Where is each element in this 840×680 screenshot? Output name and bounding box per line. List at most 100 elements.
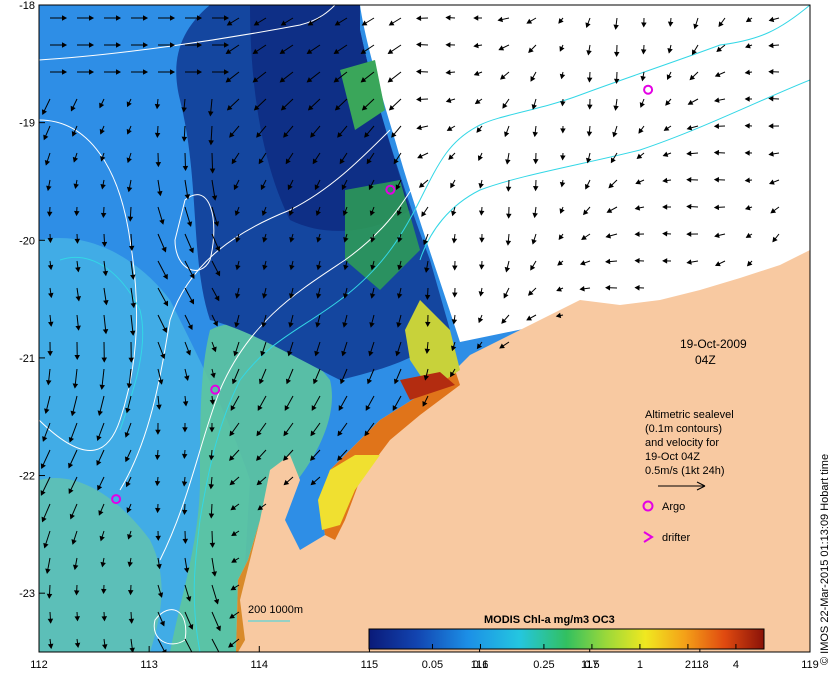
velocity-arrowhead: [214, 295, 220, 302]
velocity-arrowhead: [768, 95, 774, 102]
velocity-arrowhead: [451, 238, 458, 244]
velocity-arrowhead: [185, 596, 192, 602]
velocity-arrowhead: [47, 351, 53, 357]
velocity-arrowhead: [479, 237, 485, 243]
velocity-arrowhead: [182, 165, 189, 172]
velocity-arrowhead: [768, 42, 774, 49]
lon-tick-label: 115: [361, 659, 379, 671]
lat-tick-label: -18: [19, 0, 35, 12]
velocity-arrowhead: [772, 236, 778, 243]
legend-line: Altimetric sealevel: [645, 409, 734, 421]
velocity-arrowhead: [159, 620, 165, 627]
velocity-arrowhead: [181, 453, 188, 460]
velocity-arrowhead: [745, 16, 752, 23]
velocity-arrowhead: [99, 535, 105, 542]
argo-float-marker: [385, 184, 396, 195]
velocity-arrowhead: [41, 109, 47, 116]
velocity-arrowhead: [605, 285, 611, 291]
colorbar-tick-label: 0.25: [533, 659, 554, 671]
velocity-arrowhead: [68, 462, 74, 469]
velocity-arrowhead: [478, 210, 485, 216]
velocity-arrowhead: [713, 176, 720, 183]
velocity-arrowhead: [184, 375, 190, 381]
velocity-arrowhead: [476, 127, 482, 133]
velocity-arrowhead: [396, 210, 402, 217]
velocity-arrowhead: [154, 103, 161, 110]
velocity-arrowhead: [226, 105, 233, 111]
velocity-arrowhead: [424, 348, 431, 354]
velocity-arrowhead: [252, 77, 259, 83]
velocity-arrowhead: [215, 245, 221, 252]
velocity-arrowhead: [185, 349, 191, 356]
velocity-arrowhead: [312, 158, 318, 165]
velocity-arrowhead: [223, 42, 230, 48]
velocity-arrowhead: [395, 350, 401, 357]
velocity-arrowhead: [196, 42, 203, 48]
velocity-arrowhead: [311, 405, 317, 411]
velocity-arrowhead: [126, 101, 132, 108]
velocity-arrowhead: [124, 431, 130, 438]
velocity-arrowhead: [716, 46, 722, 52]
velocity-arrowhead: [422, 239, 429, 246]
velocity-arrowhead: [100, 561, 106, 568]
velocity-arrowhead: [662, 204, 668, 210]
velocity-arrowhead: [261, 322, 267, 328]
velocity-arrowhead: [342, 322, 348, 328]
exmouth-green-patch: [405, 300, 460, 390]
velocity-arrowhead: [115, 42, 122, 48]
velocity-arrowhead: [156, 404, 162, 410]
lat-tick-label: -22: [19, 471, 35, 483]
velocity-arrowhead: [125, 407, 131, 414]
velocity-arrowhead: [666, 74, 672, 80]
velocity-arrowhead: [505, 186, 512, 192]
velocity-arrowhead: [187, 324, 193, 331]
velocity-arrowhead: [581, 234, 587, 240]
velocity-arrowhead: [44, 159, 51, 166]
argo-float-marker: [111, 494, 122, 505]
velocity-arrowhead: [229, 613, 235, 619]
lat-tick-label: -19: [19, 118, 35, 130]
velocity-arrowhead: [634, 258, 640, 264]
velocity-arrowhead: [713, 123, 719, 129]
velocity-arrowhead: [532, 131, 538, 138]
velocity-arrowhead: [126, 507, 132, 514]
velocity-arrowhead: [208, 140, 214, 146]
velocity-arrowhead: [234, 293, 241, 299]
lon-tick-label: 114: [251, 659, 269, 671]
velocity-arrowhead: [531, 239, 537, 245]
velocity-arrowhead: [154, 454, 161, 461]
velocity-arrowhead: [314, 184, 320, 191]
velocity-arrowhead: [451, 210, 457, 217]
velocity-arrowhead: [74, 616, 81, 622]
velocity-arrowhead: [530, 264, 536, 271]
latitude-ticks: -18 -19 -20 -21 -22 -23: [19, 0, 45, 600]
velocity-arrowhead: [341, 184, 347, 191]
velocity-arrowhead: [47, 643, 54, 650]
velocity-arrowhead: [126, 383, 133, 389]
velocity-arrowhead: [478, 183, 484, 189]
velocity-arrowhead: [169, 15, 176, 21]
velocity-arrowhead: [258, 158, 264, 165]
drifter-legend-icon: [643, 531, 654, 543]
velocity-arrowhead: [422, 401, 428, 407]
velocity-arrowhead: [61, 42, 68, 48]
velocity-arrowhead: [370, 264, 376, 271]
velocity-arrowhead: [258, 378, 265, 385]
velocity-arrowhead: [162, 327, 168, 333]
velocity-arrowhead: [209, 542, 216, 548]
red-chl-patch: [400, 372, 455, 400]
velocity-arrowhead: [446, 125, 453, 131]
velocity-arrowhead: [182, 401, 189, 407]
velocity-arrowhead: [288, 210, 294, 217]
lon-tick-label: 118: [691, 659, 709, 671]
ningaloo-chl-strip: [236, 520, 260, 652]
velocity-arrowhead: [184, 194, 191, 200]
velocity-arrowhead: [388, 105, 395, 111]
velocity-arrowhead: [744, 205, 751, 211]
velocity-arrowhead: [262, 237, 268, 243]
velocity-arrowhead: [209, 427, 215, 433]
velocity-arrowhead: [768, 16, 775, 23]
velocity-arrowhead: [333, 48, 340, 55]
velocity-arrowhead: [634, 205, 641, 211]
velocity-arrowhead: [341, 350, 347, 357]
